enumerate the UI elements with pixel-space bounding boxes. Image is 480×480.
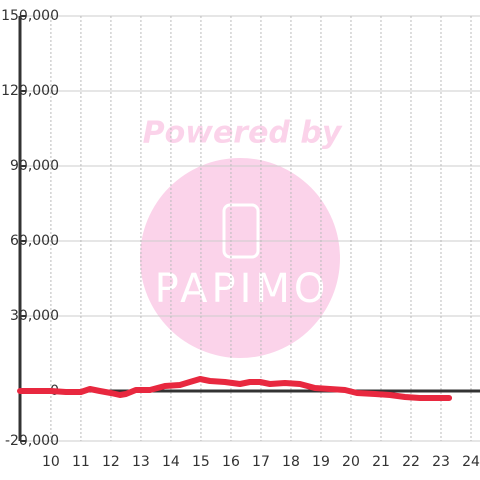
y-tick-label: 30,000 — [10, 308, 59, 324]
y-tick-label: 120,000 — [1, 83, 59, 99]
x-tick-label: 12 — [102, 454, 120, 470]
x-tick-label: 19 — [312, 454, 330, 470]
x-tick-label: 18 — [282, 454, 300, 470]
y-tick-label: 150,000 — [1, 8, 59, 24]
x-tick-label: 16 — [222, 454, 240, 470]
x-tick-label: 15 — [192, 454, 210, 470]
x-tick-label: 14 — [162, 454, 180, 470]
y-tick-label: -20,000 — [5, 433, 59, 449]
x-tick-label: 23 — [432, 454, 450, 470]
watermark-phone-icon — [222, 203, 260, 259]
y-tick-label: 90,000 — [10, 158, 59, 174]
x-tick-label: 11 — [72, 454, 90, 470]
x-tick-label: 24 — [462, 454, 480, 470]
x-tick-label: 22 — [402, 454, 420, 470]
y-tick-label: 60,000 — [10, 233, 59, 249]
x-tick-label: 20 — [342, 454, 360, 470]
x-tick-label: 10 — [42, 454, 60, 470]
x-tick-label: 13 — [132, 454, 150, 470]
watermark-logo-text: PAPIMO — [155, 266, 330, 312]
x-tick-label: 17 — [252, 454, 270, 470]
watermark-text: Powered by — [143, 116, 343, 151]
x-tick-label: 21 — [372, 454, 390, 470]
line — [17, 376, 453, 401]
